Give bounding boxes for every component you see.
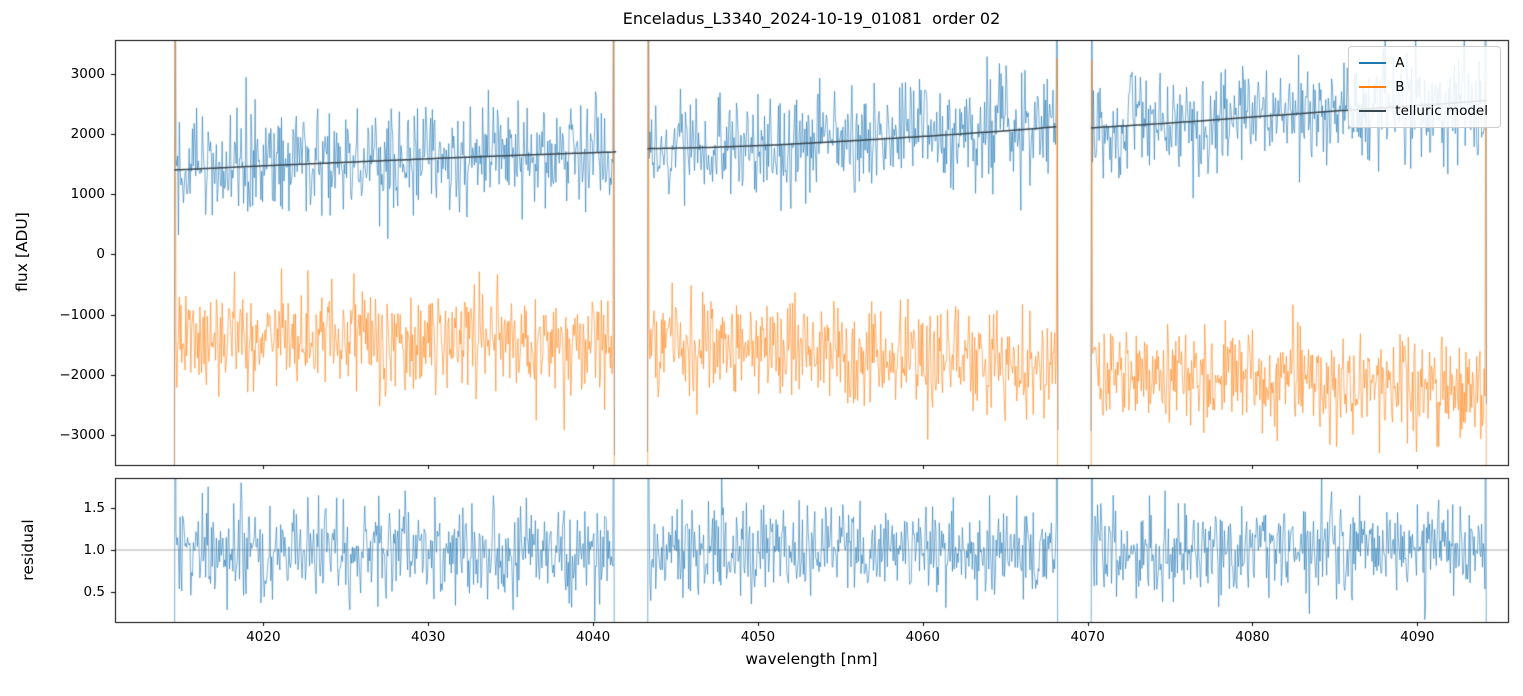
legend: A B telluric model — [1348, 46, 1501, 128]
y-tick-label: 1.5 — [83, 499, 105, 516]
x-tick-label: 4020 — [246, 629, 281, 645]
y-tick-label: 2000 — [70, 125, 105, 142]
y-tick-label: 1000 — [70, 186, 105, 203]
legend-entry-telluric-model: telluric model — [1359, 103, 1488, 119]
legend-line-b-icon — [1359, 86, 1387, 88]
y-tick-label: 0 — [96, 246, 105, 263]
legend-label-telluric-model: telluric model — [1395, 103, 1488, 119]
y-tick-label: 1.0 — [83, 542, 105, 558]
x-tick-label: 4080 — [1235, 629, 1270, 645]
legend-entry-b: B — [1359, 79, 1488, 95]
y-tick-label: −1000 — [59, 306, 105, 323]
wavelength-xlabel: wavelength [nm] — [745, 650, 878, 668]
y-tick-label: −3000 — [59, 426, 105, 443]
x-tick-label: 4050 — [740, 629, 776, 645]
legend-line-telluric-icon — [1359, 110, 1387, 112]
y-tick-label: 3000 — [70, 65, 105, 82]
legend-entry-a: A — [1359, 55, 1488, 71]
y-tick-label: −2000 — [59, 366, 105, 383]
x-tick-label: 4060 — [905, 629, 940, 645]
x-tick-label: 4090 — [1400, 629, 1435, 645]
flux-ylabel: flux [ADU] — [13, 212, 31, 292]
legend-line-a-icon — [1359, 62, 1387, 64]
legend-label-a: A — [1395, 55, 1405, 71]
figure-title: Enceladus_L3340_2024-10-19_01081 order 0… — [622, 9, 1001, 28]
x-tick-label: 4070 — [1070, 629, 1105, 645]
x-tick-label: 4040 — [575, 629, 611, 645]
x-tick-label: 4030 — [411, 629, 446, 645]
y-tick-label: 0.5 — [83, 584, 105, 601]
legend-label-b: B — [1395, 79, 1405, 95]
